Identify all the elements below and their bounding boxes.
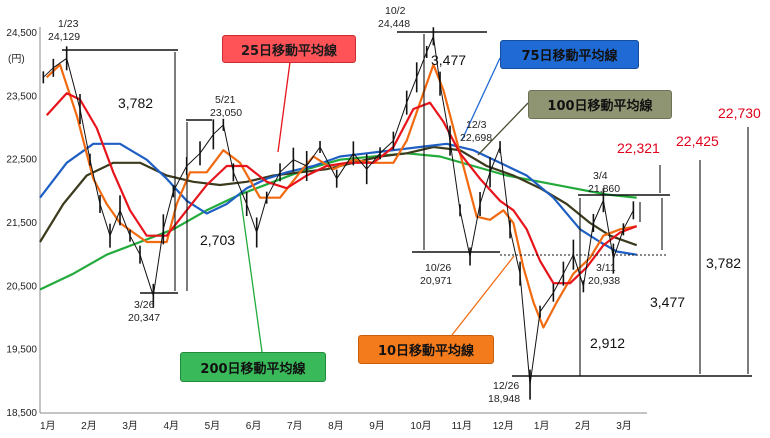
connector-10 [451, 255, 515, 336]
y-axis-labels: 24,500 23,500 22,500 21,500 20,500 19,500 18,5… [6, 28, 37, 419]
chart-frame [39, 27, 647, 414]
y-tick-label: 24,500 [6, 28, 37, 39]
legend-10day-label: 10日移動平均線 [377, 344, 475, 359]
series-line-0 [45, 63, 637, 329]
x-tick-label: 6月 [246, 420, 262, 432]
x-tick-label: 3月 [122, 420, 138, 432]
connector-100 [477, 102, 529, 156]
legend-75day-label: 75日移動平均線 [521, 49, 618, 64]
x-tick-label: 2月 [81, 420, 97, 432]
x-tick-label: 8月 [328, 420, 344, 432]
y-tick-label: 19,500 [6, 345, 37, 356]
x-tick-label: 4月 [163, 420, 179, 432]
legend-100day: 100日移動平均線 [528, 90, 672, 119]
y-axis-unit: (円) [8, 54, 25, 65]
y-tick-label: 22,500 [6, 155, 37, 166]
legend-100day-label: 100日移動平均線 [547, 99, 653, 114]
x-tick-label: 1月 [40, 420, 56, 432]
x-tick-label: 7月 [287, 420, 303, 432]
y-tick-label: 20,500 [6, 281, 37, 292]
x-tick-label: 2月 [575, 420, 591, 432]
x-tick-label: 5月 [205, 420, 221, 432]
x-tick-label: 11月 [452, 420, 472, 432]
connector-200 [239, 192, 263, 353]
legend-10day: 10日移動平均線 [358, 335, 494, 364]
series-line-1 [45, 92, 638, 285]
x-tick-label: 12月 [493, 420, 514, 432]
legend-25day-label: 25日移動平均線 [240, 43, 338, 59]
y-tick-label: 18,500 [6, 408, 37, 419]
legend-200day-label: 200日移動平均線 [200, 361, 306, 377]
series-line-2 [39, 142, 637, 256]
x-tick-label: 9月 [369, 420, 385, 432]
x-tick-label: 1月 [534, 420, 550, 432]
x-tick-label: 10月 [410, 420, 431, 432]
series-layer [39, 27, 638, 400]
legend-25day: 25日移動平均線 [222, 35, 356, 63]
x-axis-labels: 1月 2月 3月 4月 5月 6月 7月 8月 9月 10月 11月 12月 1月 2月 3月 [40, 420, 632, 432]
series-line-4 [39, 152, 637, 291]
legend-200day: 200日移動平均線 [180, 352, 326, 382]
annotation-layer [62, 31, 752, 377]
series-line-5 [42, 35, 634, 386]
connector-25 [277, 61, 291, 153]
y-tick-label: 21,500 [6, 218, 37, 229]
connector-75 [461, 57, 501, 141]
y-tick-label: 23,500 [6, 91, 37, 102]
x-tick-label: 3月 [616, 420, 632, 432]
legend-75day: 75日移動平均線 [500, 40, 639, 69]
